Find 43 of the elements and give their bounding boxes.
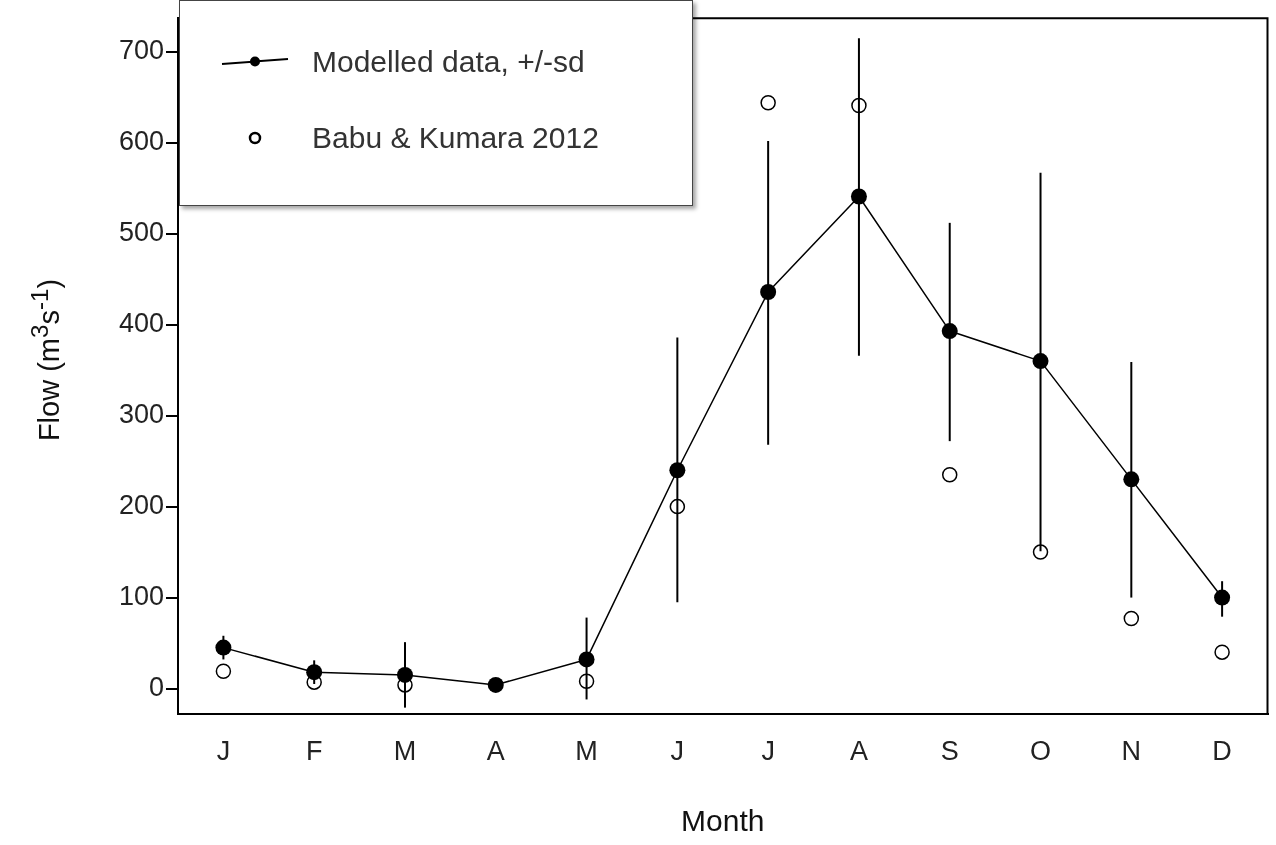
x-tick-label: J — [761, 735, 775, 766]
point — [1214, 644, 1230, 660]
point — [941, 323, 958, 340]
point — [306, 664, 323, 681]
y-tick-label: 600 — [118, 126, 164, 157]
point — [1123, 610, 1140, 627]
point — [669, 462, 686, 479]
point — [487, 676, 504, 693]
point — [941, 467, 958, 483]
x-tick-label: O — [1030, 735, 1052, 766]
point — [578, 673, 595, 690]
point — [1123, 471, 1140, 488]
x-tick-label: M — [393, 735, 417, 766]
y-tick-label: 0 — [148, 671, 164, 702]
y-tick-label: 400 — [118, 308, 164, 339]
x-tick-label: D — [1212, 735, 1232, 766]
y-tick-label: 500 — [118, 217, 164, 248]
point — [1032, 544, 1049, 560]
y-tick-label: 300 — [118, 399, 164, 430]
x-tick-label: M — [575, 735, 598, 766]
x-tick-label: F — [305, 735, 323, 766]
y-tick-label: 700 — [118, 35, 164, 66]
point — [1214, 589, 1231, 606]
legend-label: Modelled data, +/-sd — [312, 45, 585, 79]
x-tick-label: J — [216, 735, 231, 766]
point — [760, 283, 777, 300]
x-tick-label: N — [1121, 735, 1142, 766]
point — [578, 651, 595, 668]
x-tick-label: A — [486, 735, 505, 766]
point — [760, 95, 776, 111]
x-tick-label: J — [670, 735, 685, 766]
legend-label: Babu & Kumara 2012 — [312, 121, 599, 155]
x-tick-label: A — [849, 735, 868, 766]
y-tick-label: 100 — [118, 581, 164, 612]
point — [851, 97, 867, 114]
point — [669, 498, 686, 515]
y-tick-label: 200 — [118, 490, 164, 521]
point — [850, 188, 867, 205]
point — [1032, 353, 1049, 370]
x-tick-label: S — [940, 735, 959, 766]
x-axis-title: Month — [681, 804, 765, 838]
point — [215, 639, 232, 656]
point — [215, 663, 232, 679]
